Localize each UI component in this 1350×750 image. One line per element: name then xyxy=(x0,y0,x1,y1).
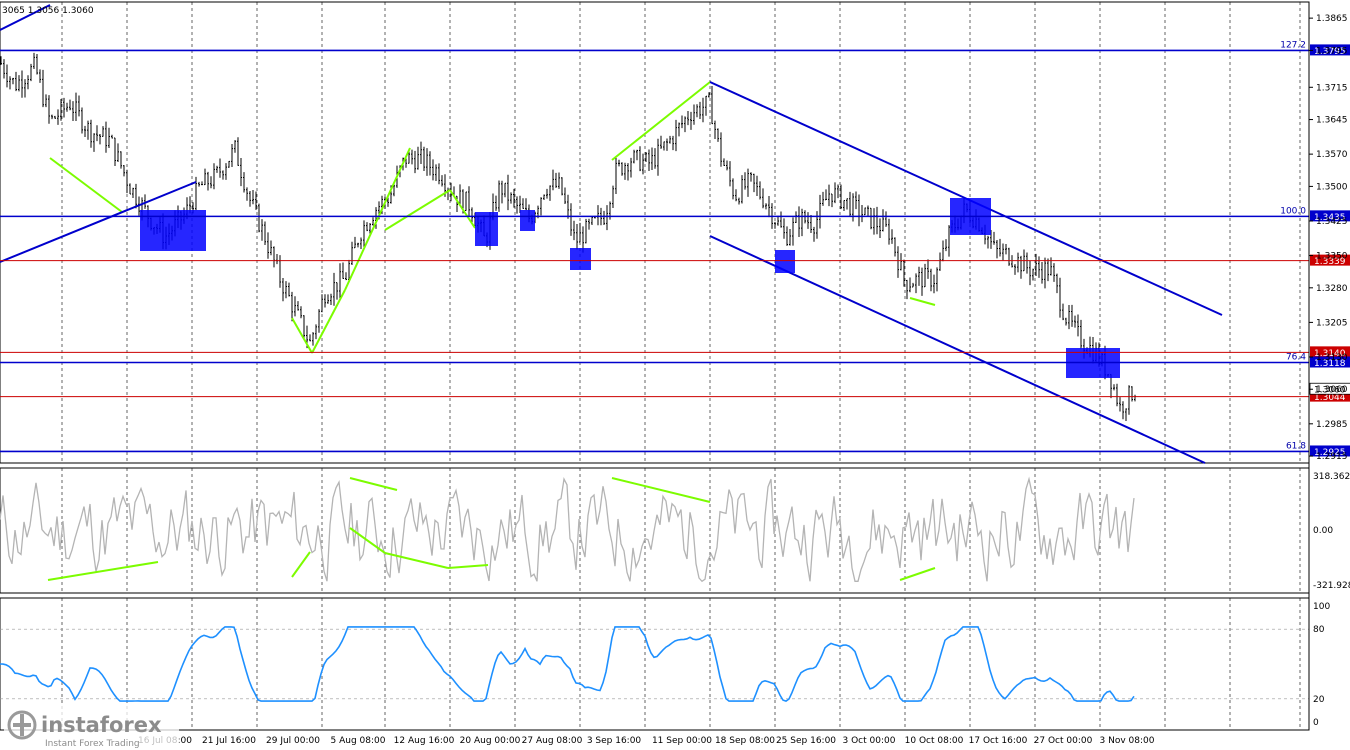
time-tick-label: 21 Jul 16:00 xyxy=(202,736,256,746)
rsi-tick-label: 20 xyxy=(1313,695,1325,705)
time-tick-label: 12 Aug 16:00 xyxy=(394,736,455,746)
cci-divergence-line xyxy=(349,527,386,554)
ohlc-readout: 3065 1.3056 1.3060 xyxy=(2,6,94,16)
price-tick-label: 1.3205 xyxy=(1316,318,1348,328)
rsi-tick-label: 80 xyxy=(1313,625,1325,635)
time-tick-label: 20 Aug 00:00 xyxy=(460,736,521,746)
green-pattern-line xyxy=(611,81,711,161)
time-tick-label: 25 Sep 16:00 xyxy=(776,736,836,746)
rsi-tick-label: 100 xyxy=(1313,602,1330,612)
price-level-tag xyxy=(1310,44,1350,56)
time-tick-label: 3 Nov 08:00 xyxy=(1100,736,1155,746)
price-tick-label: 1.3130 xyxy=(1316,353,1348,363)
main-panel xyxy=(0,1,1310,464)
price-level-tag-label: 1.3339 xyxy=(1314,257,1346,267)
current-price-label: 1.3060 xyxy=(1314,386,1346,396)
price-tick-label: 1.3350 xyxy=(1316,252,1348,262)
price-level-tag xyxy=(1310,210,1350,222)
cci-divergence-line xyxy=(447,564,489,569)
price-tick-label: 1.3500 xyxy=(1316,182,1348,192)
price-level-tag-label: 1.3118 xyxy=(1314,359,1346,369)
price-level-tag xyxy=(1310,254,1350,266)
price-level-tag-label: 1.3795 xyxy=(1314,47,1346,57)
cci-divergence-line xyxy=(291,551,311,578)
price-level-tag-label: 1.3044 xyxy=(1314,393,1346,403)
green-pattern-line xyxy=(291,317,313,354)
cci-divergence-line xyxy=(47,561,159,581)
support-resistance-zone xyxy=(520,210,535,231)
time-tick-label: 27 Oct 00:00 xyxy=(1034,736,1093,746)
green-pattern-line xyxy=(909,297,936,306)
support-resistance-zone xyxy=(775,250,795,273)
cci-indicator: 318.3625 0.00 -321.9280 xyxy=(0,472,1350,591)
cci-divergence-line xyxy=(384,552,449,569)
rsi-panel xyxy=(0,597,1310,731)
time-tick-label: 3 Sep 16:00 xyxy=(587,736,642,746)
time-tick-label: 10 Oct 08:00 xyxy=(905,736,964,746)
price-level-tag xyxy=(1310,346,1350,358)
fib-level-label: 127.2 xyxy=(1280,40,1306,50)
price-level-tag-label: 1.3435 xyxy=(1314,213,1346,223)
trend-line xyxy=(0,4,51,31)
cci-line xyxy=(0,476,1135,583)
price-tick-label: 1.3280 xyxy=(1316,284,1348,294)
green-pattern-line xyxy=(311,289,346,354)
green-pattern-line xyxy=(449,189,476,229)
rsi-tick-label: 0 xyxy=(1313,718,1319,728)
fib-level-label: 76.4 xyxy=(1286,353,1306,363)
price-tick-label: 1.3715 xyxy=(1316,83,1348,93)
support-resistance-zone xyxy=(570,248,591,270)
fib-level-label: 61.8 xyxy=(1286,441,1306,451)
green-pattern-line xyxy=(49,157,123,213)
price-tick-label: 1.3645 xyxy=(1316,116,1348,126)
time-tick-label: 27 Aug 08:00 xyxy=(522,736,583,746)
rsi-line xyxy=(0,626,1135,702)
cci-divergence-line xyxy=(611,477,711,503)
cci-tick-label: -321.9280 xyxy=(1313,581,1350,591)
logo-mark-icon xyxy=(7,710,37,740)
time-tick-label: 18 Sep 08:00 xyxy=(715,736,775,746)
cci-tick-label: 0.00 xyxy=(1313,526,1333,536)
price-tick-label: 1.2915 xyxy=(1316,452,1348,462)
time-tick-label: 29 Jul 00:00 xyxy=(266,736,320,746)
green-pattern-line xyxy=(384,189,451,231)
cci-tick-label: 318.3625 xyxy=(1313,472,1350,482)
green-pattern-line xyxy=(344,147,411,291)
price-tick-label: 1.3795 xyxy=(1316,46,1348,56)
candlestick-series xyxy=(0,52,1136,421)
time-tick-label: 3 Oct 00:00 xyxy=(843,736,896,746)
price-level-tag-label: 1.2925 xyxy=(1314,448,1346,458)
price-tick-label: 1.2985 xyxy=(1316,420,1348,430)
cci-divergence-line xyxy=(899,567,936,581)
price-tick-label: 1.3570 xyxy=(1316,150,1348,160)
cci-divergence-line xyxy=(349,477,398,491)
fib-level-label: 100.0 xyxy=(1280,206,1306,216)
rsi-indicator: 100 80 20 0 xyxy=(0,602,1330,728)
support-resistance-zone xyxy=(475,212,498,246)
chart-overlays xyxy=(0,4,1223,464)
time-tick-label: 11 Sep 00:00 xyxy=(652,736,712,746)
price-tick-label: 1.3425 xyxy=(1316,217,1348,227)
watermark-brand: instaforex xyxy=(41,713,162,737)
price-level-tag xyxy=(1310,356,1350,368)
trend-line xyxy=(0,181,197,263)
channel-lower-line xyxy=(709,235,1206,464)
watermark-tagline: Instant Forex Trading xyxy=(45,739,140,749)
price-level-tag-label: 1.3140 xyxy=(1314,349,1346,359)
price-level-tag xyxy=(1310,390,1350,402)
price-tick-label: 1.3865 xyxy=(1316,14,1348,24)
time-tick-label: 5 Aug 08:00 xyxy=(331,736,386,746)
price-tick-label: 1.3060 xyxy=(1316,385,1348,395)
instaforex-logo: instaforex Instant Forex Trading xyxy=(4,705,179,749)
price-level-tag xyxy=(1310,445,1350,457)
time-tick-label: 17 Oct 16:00 xyxy=(969,736,1028,746)
price-levels: 127.2 1.3795 100.0 1.3435 1.3339 1.3140 76.4 1.… xyxy=(0,40,1350,458)
